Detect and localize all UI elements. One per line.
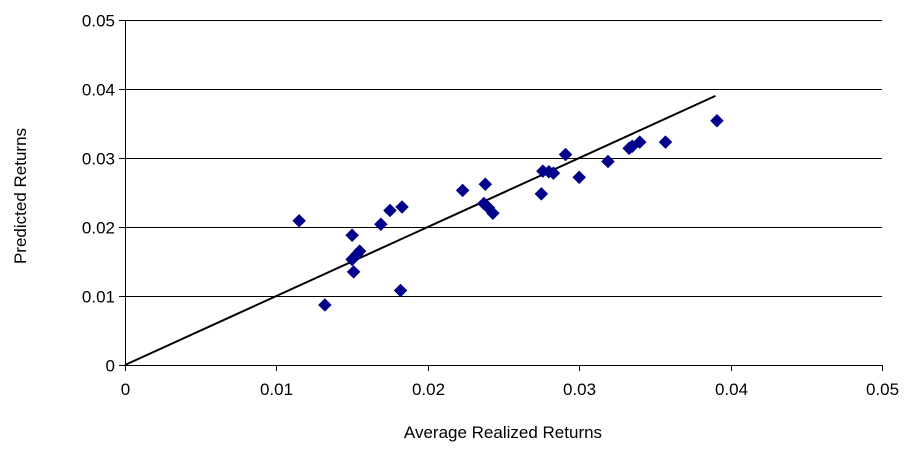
y-tick-label: 0.01 <box>82 288 115 307</box>
x-axis-title: Average Realized Returns <box>404 423 602 442</box>
regression-line <box>124 94 716 366</box>
data-point-diamond <box>383 203 397 218</box>
data-points <box>292 113 724 312</box>
data-point-diamond <box>546 166 561 181</box>
y-tick-label: 0 <box>106 357 115 376</box>
data-point-diamond <box>558 147 573 162</box>
data-point-diamond <box>352 244 367 259</box>
data-point-diamond <box>292 213 306 228</box>
y-tick-label: 0.04 <box>82 81 115 100</box>
data-point-diamond <box>317 298 332 312</box>
data-point-diamond <box>374 217 388 232</box>
data-point-diamond <box>393 283 408 298</box>
y-tick-label: 0.05 <box>82 12 115 31</box>
x-tick-label: 0 <box>121 380 130 399</box>
data-point-diamond <box>395 200 409 214</box>
data-point-diamond <box>455 183 470 198</box>
data-point-diamond <box>534 187 549 201</box>
y-tick-label: 0.03 <box>82 150 115 169</box>
data-point-diamond <box>601 154 615 169</box>
data-point-diamond <box>478 177 493 192</box>
y-tick-labels: 0 0.01 0.02 0.03 0.04 0.05 <box>82 12 115 376</box>
data-point-diamond <box>710 113 724 128</box>
y-tick-label: 0.02 <box>82 219 115 238</box>
data-point-diamond <box>632 135 647 149</box>
data-point-diamond <box>486 206 500 221</box>
axes <box>119 20 883 371</box>
x-tick-label: 0.04 <box>715 380 748 399</box>
gridlines <box>125 20 882 297</box>
data-point-diamond <box>345 228 359 243</box>
data-point-diamond <box>346 264 361 279</box>
data-point-diamond <box>572 170 587 185</box>
x-tick-labels: 0 0.01 0.02 0.03 0.04 0.05 <box>121 380 899 399</box>
fit-line <box>124 94 716 366</box>
x-tick-label: 0.03 <box>563 380 596 399</box>
y-axis-title: Predicted Returns <box>11 128 30 264</box>
x-tick-label: 0.02 <box>412 380 445 399</box>
x-tick-label: 0.05 <box>866 380 899 399</box>
x-tick-label: 0.01 <box>260 380 293 399</box>
data-point-diamond <box>658 135 673 149</box>
